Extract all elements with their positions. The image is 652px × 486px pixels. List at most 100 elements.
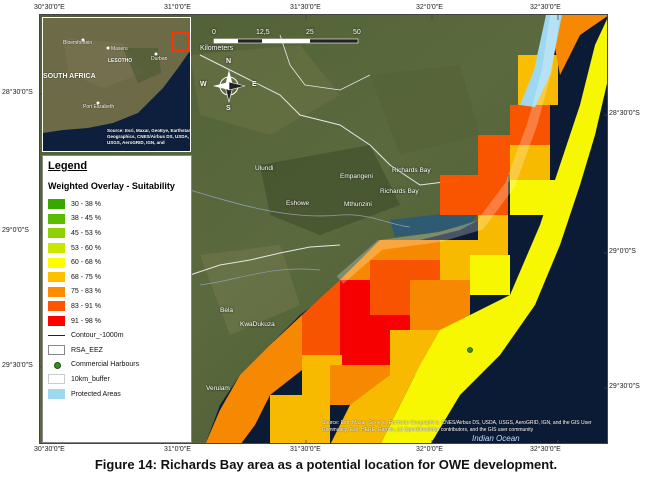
north-arrow bbox=[213, 70, 246, 103]
legend-label: 10km_buffer bbox=[71, 375, 110, 383]
land-patch bbox=[190, 45, 340, 135]
place-label-richards-bay-2: Richards Bay bbox=[380, 188, 419, 195]
scale-bar bbox=[213, 38, 359, 44]
lon-tick-bottom-2: 31°0'0"E bbox=[164, 446, 191, 453]
harbour-marker bbox=[467, 347, 473, 353]
legend-class-item: 83 - 91 % bbox=[48, 299, 186, 314]
land-patch bbox=[200, 245, 300, 335]
island bbox=[512, 304, 516, 310]
scale-label-0: 0 bbox=[212, 29, 216, 36]
scale-unit: Kilometers bbox=[200, 45, 234, 52]
lon-tick-bottom-5: 32°30'0"E bbox=[530, 446, 561, 453]
suitability-raster bbox=[205, 15, 607, 443]
legend-panel: Legend Weighted Overlay - Suitability 30… bbox=[42, 155, 192, 443]
place-label-bela: Bela bbox=[220, 307, 234, 314]
land-patch bbox=[260, 145, 400, 235]
legend-class-item: 30 - 38 % bbox=[48, 197, 186, 212]
inset-label-bloemfontein: Bloemfontein bbox=[63, 40, 93, 46]
contour-line-swatch bbox=[48, 335, 65, 337]
lat-tick-right-3: 29°30'0"S bbox=[609, 383, 640, 390]
legend-class-label: 45 - 53 % bbox=[71, 229, 101, 237]
lon-tick-bottom-4: 32°0'0"E bbox=[416, 446, 443, 453]
river bbox=[189, 189, 411, 228]
legend-label: Commercial Harbours bbox=[71, 361, 140, 369]
lon-tick-bottom-3: 31°30'0"E bbox=[290, 446, 321, 453]
inset-label-lesotho: LESOTHO bbox=[108, 58, 133, 64]
lat-tick-right-2: 29°0'0"S bbox=[609, 248, 636, 255]
map-source-text: Source: Esri, Maxar, Geoeye, Earthstar G… bbox=[322, 420, 592, 433]
place-label-richards-bay-1: Richards Bay bbox=[392, 167, 431, 174]
east-label: E bbox=[252, 81, 257, 88]
boundary-line bbox=[199, 54, 461, 186]
inset-label-south-africa: SOUTH AFRICA bbox=[43, 73, 96, 80]
legend-item-buffer: 10km_buffer bbox=[48, 372, 186, 387]
boundary-line bbox=[279, 34, 371, 91]
legend-class-swatch bbox=[48, 286, 65, 297]
legend-label: Contour_-1000m bbox=[71, 332, 124, 340]
inset-label-maseru: Maseru bbox=[111, 46, 128, 52]
legend-class-label: 53 - 60 % bbox=[71, 244, 101, 252]
scale-label-25: 25 bbox=[306, 29, 314, 36]
lon-tick-top-3: 31°30'0"E bbox=[290, 4, 321, 11]
inset-label-port-elizabeth: Port Elizabeth bbox=[83, 104, 115, 110]
lon-tick-top-2: 31°0'0"E bbox=[164, 4, 191, 11]
legend-class-item: 38 - 45 % bbox=[48, 212, 186, 227]
legend-class-item: 68 - 75 % bbox=[48, 270, 186, 285]
place-label-verulam: Verulam bbox=[206, 385, 230, 392]
south-label: S bbox=[226, 105, 231, 112]
inset-map: Bloemfontein Maseru LESOTHO SOUTH AFRICA… bbox=[42, 17, 191, 152]
place-label-mthunzini: Mthunzini bbox=[344, 201, 372, 208]
legend-class-label: 30 - 38 % bbox=[71, 200, 101, 208]
legend-class-label: 83 - 91 % bbox=[71, 302, 101, 310]
legend-class-label: 68 - 75 % bbox=[71, 273, 101, 281]
buffer-band bbox=[336, 15, 560, 284]
legend-class-swatch bbox=[48, 272, 65, 283]
protected-swatch bbox=[48, 389, 65, 400]
place-label-empangeni: Empangeni bbox=[340, 173, 373, 180]
eez-swatch bbox=[48, 345, 65, 356]
legend-class-swatch bbox=[48, 228, 65, 239]
legend-title: Legend bbox=[48, 160, 88, 172]
scale-label-50: 50 bbox=[353, 29, 361, 36]
legend-item-eez: RSA_EEZ bbox=[48, 343, 186, 358]
river bbox=[199, 268, 321, 286]
lat-tick-right-1: 28°30'0"S bbox=[609, 110, 640, 117]
legend-class-swatch bbox=[48, 199, 65, 210]
legend-item-harbours: Commercial Harbours bbox=[48, 358, 186, 373]
legend-class-swatch bbox=[48, 213, 65, 224]
figure-caption: Figure 14: Richards Bay area as a potent… bbox=[94, 457, 558, 472]
legend-item-contour: Contour_-1000m bbox=[48, 328, 186, 343]
legend-class-label: 38 - 45 % bbox=[71, 215, 101, 223]
place-label-kwadukuza: KwaDukuza bbox=[240, 321, 275, 328]
legend-class-label: 60 - 68 % bbox=[71, 259, 101, 267]
inset-canvas bbox=[43, 18, 190, 151]
inset-label-durban: Durban bbox=[151, 56, 168, 62]
legend-class-item: 91 - 98 % bbox=[48, 314, 186, 329]
protected-area bbox=[520, 15, 562, 107]
legend-class-swatch bbox=[48, 301, 65, 312]
harbour-icon bbox=[48, 360, 65, 370]
legend-class-item: 45 - 53 % bbox=[48, 226, 186, 241]
legend-class-label: 91 - 98 % bbox=[71, 317, 101, 325]
west-label: W bbox=[200, 81, 207, 88]
lat-tick-left-1: 28°30'0"S bbox=[2, 89, 33, 96]
ocean-label: Indian Ocean bbox=[472, 434, 520, 443]
inset-source-text: Source: Esri, Maxar, GeoEye, Earthstar G… bbox=[107, 128, 191, 145]
island bbox=[530, 303, 534, 307]
legend-subtitle: Weighted Overlay - Suitability bbox=[48, 181, 175, 191]
scale-label-12-5: 12,5 bbox=[256, 29, 270, 36]
north-label: N bbox=[226, 58, 232, 65]
legend-class-swatch bbox=[48, 316, 65, 327]
legend-class-item: 60 - 68 % bbox=[48, 255, 186, 270]
lon-tick-top-4: 32°0'0"E bbox=[416, 4, 443, 11]
lon-tick-top-5: 32°30'0"E bbox=[530, 4, 561, 11]
lat-tick-left-2: 29°0'0"S bbox=[2, 227, 29, 234]
legend-class-item: 53 - 60 % bbox=[48, 241, 186, 256]
map-frame: Bloemfontein Maseru LESOTHO SOUTH AFRICA… bbox=[39, 14, 608, 444]
buffer-swatch bbox=[48, 374, 65, 385]
lon-tick-bottom-1: 30°30'0"E bbox=[34, 446, 65, 453]
place-label-eshowe: Eshowe bbox=[286, 200, 310, 207]
land-patch bbox=[370, 65, 480, 155]
place-label-ulundi: Ulundi bbox=[255, 165, 274, 172]
estuary bbox=[390, 210, 480, 237]
